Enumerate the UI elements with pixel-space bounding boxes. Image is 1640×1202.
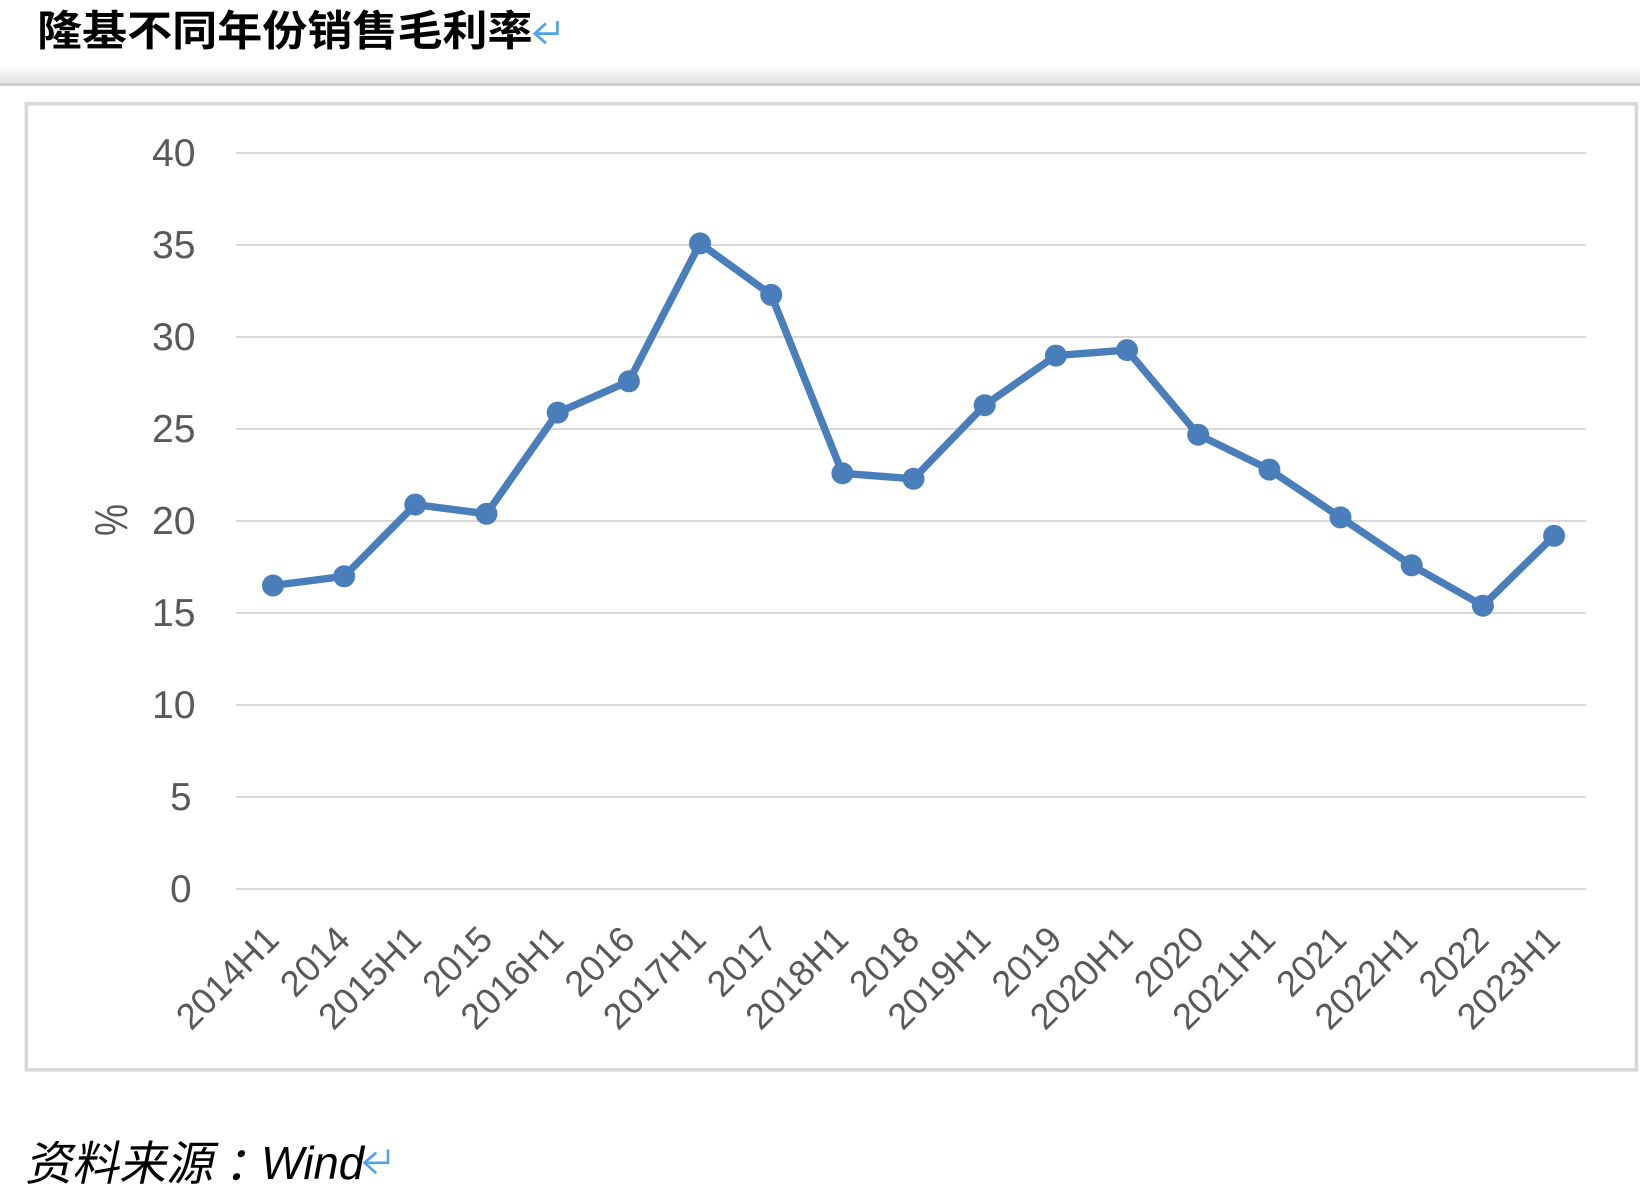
- svg-text:35: 35: [152, 224, 196, 267]
- svg-text:25: 25: [152, 408, 196, 451]
- svg-text:30: 30: [152, 316, 196, 359]
- svg-text:20: 20: [152, 500, 196, 543]
- svg-text:5: 5: [170, 776, 191, 819]
- svg-text:40: 40: [152, 132, 196, 175]
- svg-text:Wind: Wind: [261, 1137, 365, 1189]
- svg-text:%: %: [86, 504, 137, 536]
- svg-text:0: 0: [170, 868, 191, 911]
- svg-text:15: 15: [152, 592, 196, 635]
- svg-text:10: 10: [152, 684, 196, 727]
